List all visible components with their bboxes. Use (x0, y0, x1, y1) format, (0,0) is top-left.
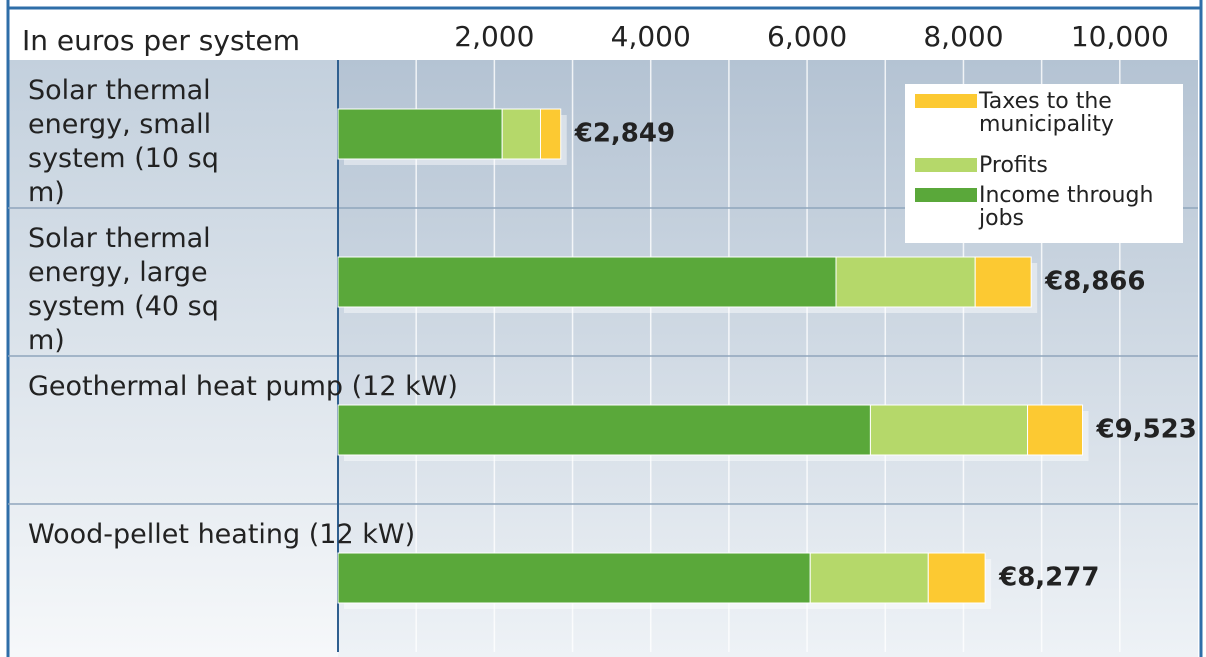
x-tick-label: 10,000 (1071, 20, 1169, 53)
category-label: Wood-pellet heating (12 kW) (28, 519, 416, 550)
bar-segment (337, 404, 871, 456)
bar-segment (974, 256, 1032, 308)
label-panel (8, 60, 338, 657)
legend-entry: Taxes to the municipality (915, 90, 1177, 136)
x-tick-label: 4,000 (611, 20, 691, 53)
bar-segment (1027, 404, 1084, 456)
legend-swatch (915, 94, 977, 108)
total-label: €2,849 (574, 119, 675, 149)
bar-segment (337, 256, 837, 308)
bar-segment (337, 108, 503, 160)
bar-segment (927, 552, 986, 604)
category-label: Solar thermal energy, large system (40 s… (28, 223, 219, 356)
bar-segment (539, 108, 562, 160)
bar-segment (835, 256, 976, 308)
x-tick-label: 8,000 (923, 20, 1003, 53)
legend-entry: Profits (915, 154, 1177, 177)
legend-text: Profits (979, 153, 1048, 178)
legend-text: Taxes to the municipality (979, 89, 1114, 137)
total-label: €9,523 (1096, 415, 1197, 445)
total-label: €8,277 (998, 563, 1099, 593)
category-label: Geothermal heat pump (12 kW) (28, 371, 458, 402)
legend-swatch (915, 188, 977, 202)
bar-segment (869, 404, 1029, 456)
x-tick-label: 2,000 (454, 20, 534, 53)
axis-label: In euros per system (22, 24, 300, 57)
total-label: €8,866 (1044, 267, 1145, 297)
x-tick-label: 6,000 (767, 20, 847, 53)
legend-text: Income through jobs (979, 183, 1154, 231)
bar-segment (337, 552, 811, 604)
category-label: Solar thermal energy, small system (10 s… (28, 75, 219, 208)
bar-segment (501, 108, 541, 160)
legend: Taxes to the municipality Profits Income t… (905, 84, 1183, 243)
legend-entry: Income through jobs (915, 184, 1177, 230)
legend-swatch (915, 158, 977, 172)
bar-segment (809, 552, 929, 604)
